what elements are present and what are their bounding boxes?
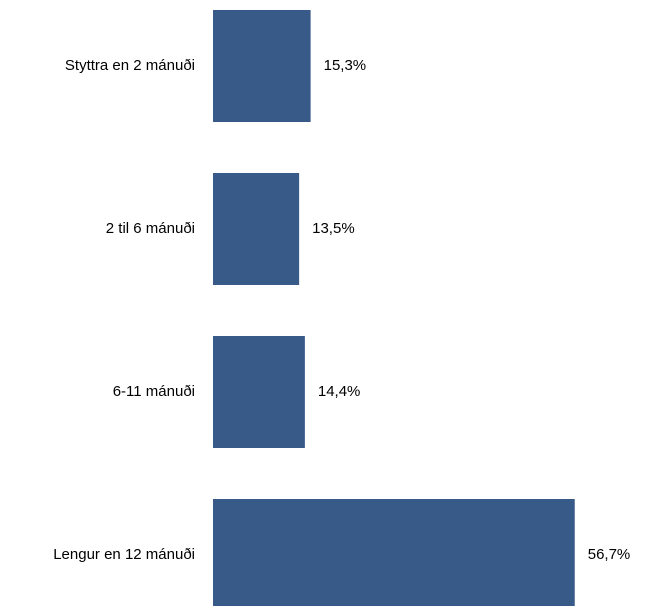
value-label-3: 14,4% [318, 383, 361, 400]
category-label-1: Styttra en 2 mánuði [65, 57, 195, 74]
category-label-3: 6-11 mánuði [113, 383, 195, 400]
value-label-2: 13,5% [312, 220, 355, 237]
value-label-1: 15,3% [324, 57, 367, 74]
bar-2 [213, 173, 300, 285]
bar-1 [213, 10, 311, 122]
bar-3 [213, 336, 305, 448]
value-labels: 15,3% 13,5% 14,4% 56,7% [312, 57, 630, 563]
bars-group [213, 10, 575, 606]
category-labels: Styttra en 2 mánuði 2 til 6 mánuði 6-11 má… [53, 57, 195, 563]
value-label-4: 56,7% [588, 546, 631, 563]
category-label-2: 2 til 6 mánuði [106, 220, 195, 237]
bar-4 [213, 499, 575, 606]
category-label-4: Lengur en 12 mánuði [53, 546, 195, 563]
